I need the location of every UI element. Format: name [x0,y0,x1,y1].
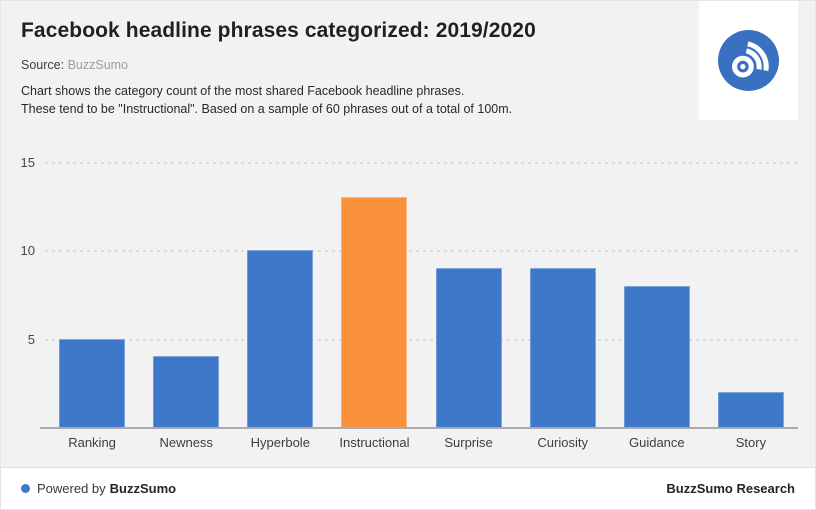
x-axis-line [40,427,798,429]
x-axis-label-ranking: Ranking [68,435,116,450]
brand-dot-icon [21,484,30,493]
x-axis-label-story: Story [735,435,767,450]
x-axis-label-curiosity: Curiosity [537,435,588,450]
x-axis-label-surprise: Surprise [444,435,493,450]
gridline-10 [45,250,798,253]
source-line: Source: BuzzSumo [21,58,685,72]
source-label: Source: [21,58,65,72]
x-axis-label-hyperbole: Hyperbole [250,435,310,450]
y-tick-label-15: 15 [20,154,35,170]
x-axis-label-instructional: Instructional [339,435,410,450]
footer-bar: Powered by BuzzSumo BuzzSumo Research [1,467,815,509]
bar-story[interactable] [717,391,784,427]
footer-attribution: BuzzSumo Research [666,481,795,496]
bar-newness[interactable] [153,356,220,427]
powered-by-prefix: Powered by [37,481,106,496]
source-value: BuzzSumo [67,58,129,72]
powered-by[interactable]: Powered by BuzzSumo [21,481,176,496]
x-axis-label-newness: Newness [159,435,213,450]
gridline-5 [45,338,798,341]
bar-guidance[interactable] [623,285,690,427]
x-axis-label-guidance: Guidance [628,435,685,450]
bar-curiosity[interactable] [529,268,596,427]
bar-chart-plot-area: 5 10 15 Ranking Newness Hyperbole Instructiona… [21,151,798,450]
description-line-2: These tend to be "Instructional". Based … [21,102,513,116]
description-line-1: Chart shows the category count of the mo… [21,84,465,98]
gridline-15 [45,162,798,164]
page-title: Facebook headline phrases categorized: 2… [21,19,536,42]
bar-surprise[interactable] [435,268,502,427]
bar-instructional[interactable] [341,197,408,427]
bar-hyperbole[interactable] [247,250,314,427]
powered-by-brand: BuzzSumo [109,481,177,496]
buzzsumo-rss-icon [718,30,779,91]
y-tick-label-5: 5 [27,331,35,347]
chart-header: Facebook headline phrases categorized: 2… [21,19,685,118]
bar-ranking[interactable] [59,338,126,427]
logo-card [699,1,798,120]
y-tick-label-10: 10 [20,243,35,259]
